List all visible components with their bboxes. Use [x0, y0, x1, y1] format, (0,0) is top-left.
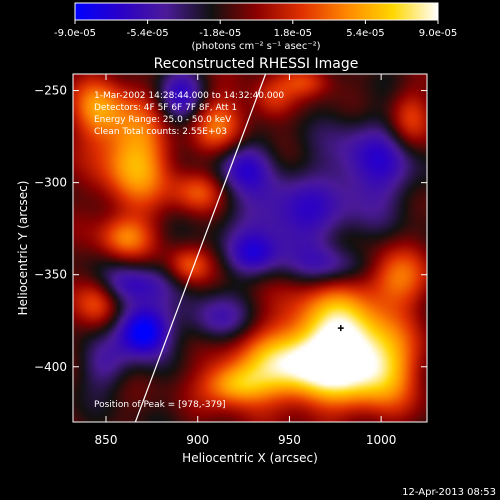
- x-tick-label: 950: [278, 433, 301, 447]
- info-line-time: 1-Mar-2002 14:28:44.000 to 14:32:40.000: [94, 91, 284, 101]
- colorbar-tick-label: -9.0e-05: [54, 28, 96, 39]
- y-axis-ticks: −250 −300 −350 −400: [34, 84, 427, 374]
- colorbar-tick-label: -1.8e-05: [199, 28, 241, 39]
- heatmap-image: [73, 74, 427, 422]
- colorbar: [74, 2, 439, 21]
- colorbar-tick-label: 1.8e-05: [274, 28, 312, 39]
- y-axis-label: Heliocentric Y (arcsec): [16, 181, 30, 316]
- info-line-clean: Clean Total counts: 2.55E+03: [94, 127, 227, 137]
- colorbar-tick-label: 9.0e-05: [419, 28, 457, 39]
- x-tick-label: 1000: [366, 433, 397, 447]
- y-tick-label: −250: [34, 84, 67, 98]
- colorbar-tick-label: 5.4e-05: [346, 28, 384, 39]
- footer-timestamp: 12-Apr-2013 08:53: [402, 487, 496, 498]
- info-line-energy: Energy Range: 25.0 - 50.0 keV: [94, 115, 232, 125]
- x-tick-label: 850: [95, 433, 118, 447]
- peak-marker: [337, 325, 344, 332]
- info-line-detectors: Detectors: 4F 5F 6F 7F 8F, Att 1: [94, 103, 237, 113]
- y-tick-label: −300: [34, 176, 67, 190]
- y-tick-label: −400: [34, 360, 67, 374]
- plot-frame: [72, 73, 428, 423]
- x-axis-ticks: 850 900 950 1000: [95, 74, 397, 447]
- chart-title: Reconstructed RHESSI Image: [154, 56, 359, 72]
- colorbar-ticks: -9.0e-05 -5.4e-05 -1.8e-05 1.8e-05 5.4e-05 9.…: [54, 20, 457, 39]
- x-axis-label: Heliocentric X (arcsec): [182, 451, 318, 465]
- colorbar-tick-label: -5.4e-05: [127, 28, 169, 39]
- solar-limb-line: [134, 73, 267, 423]
- colorbar-unit-label: (photons cm⁻² s⁻¹ asec⁻²): [191, 41, 320, 52]
- peak-position-label: Position of Peak = [978,-379]: [94, 400, 226, 410]
- y-tick-label: −350: [34, 268, 67, 282]
- x-tick-label: 900: [186, 433, 209, 447]
